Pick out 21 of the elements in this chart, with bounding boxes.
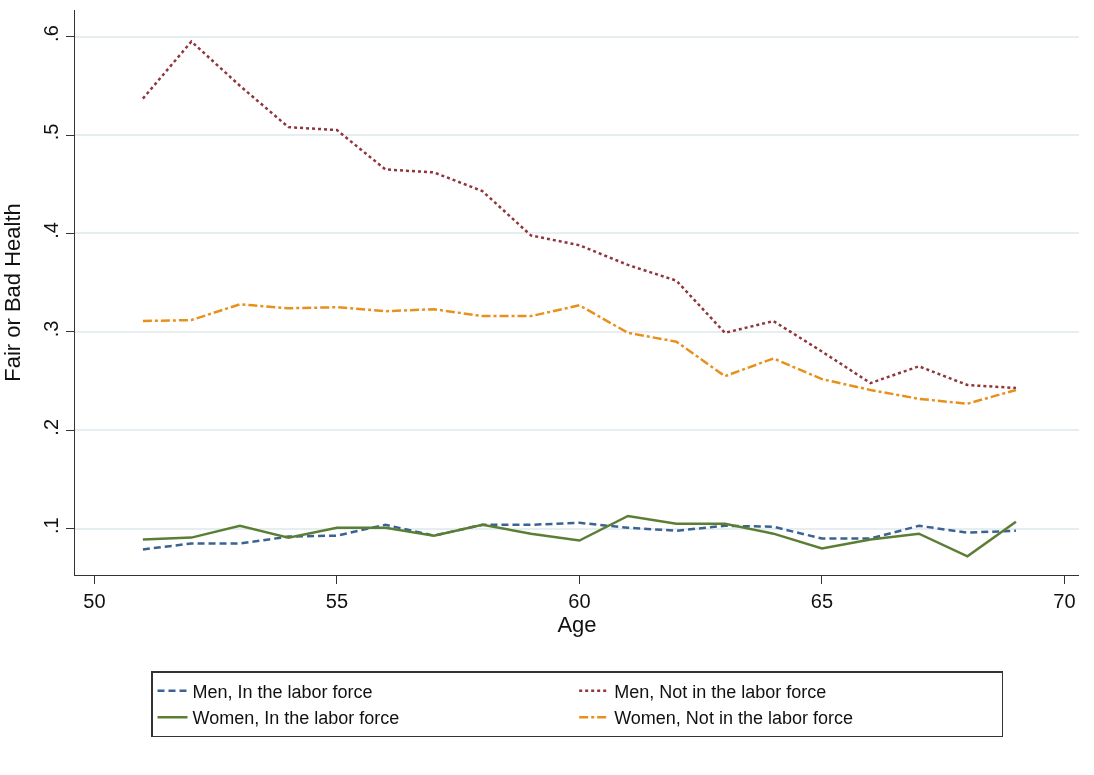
legend-label: Men, In the labor force	[192, 681, 373, 702]
line-series	[141, 514, 1018, 558]
y-tick-label: .2	[40, 418, 62, 436]
y-tick-label: .5	[40, 123, 62, 141]
y-tick-label: .6	[40, 25, 62, 42]
y-tick-label: .4	[40, 222, 62, 239]
x-tick-label: 70	[1053, 590, 1076, 612]
line-series	[141, 303, 1018, 405]
legend-label: Men, Not in the labor force	[614, 681, 827, 702]
y-axis-title: Fair or Bad Health	[0, 203, 25, 382]
legend-label: Women, In the labor force	[192, 708, 400, 729]
y-tick-label: .1	[40, 517, 62, 535]
x-tick-label: 55	[325, 590, 349, 612]
x-tick-label: 60	[568, 590, 591, 612]
legend-label: Women, Not in the labor force	[614, 708, 853, 729]
y-tick-label: .3	[40, 320, 62, 338]
x-tick-label: 50	[83, 590, 106, 612]
x-tick-label: 65	[810, 590, 834, 612]
x-axis-title: Age	[557, 612, 597, 637]
line-series	[141, 521, 1018, 551]
line-series	[141, 40, 1018, 390]
